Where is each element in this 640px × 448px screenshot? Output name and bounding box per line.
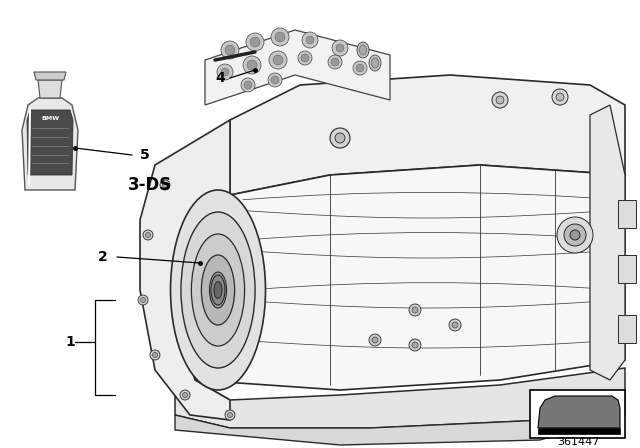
Ellipse shape (214, 281, 222, 298)
Bar (618, 255, 636, 283)
Polygon shape (27, 110, 73, 175)
Circle shape (225, 410, 235, 420)
Circle shape (335, 133, 345, 143)
Ellipse shape (209, 272, 227, 308)
Polygon shape (22, 98, 78, 190)
Text: 3-DS: 3-DS (128, 176, 172, 194)
Circle shape (241, 78, 255, 92)
Polygon shape (175, 368, 625, 428)
Circle shape (306, 36, 314, 44)
Circle shape (250, 37, 260, 47)
Circle shape (217, 64, 233, 80)
Circle shape (244, 81, 252, 89)
Circle shape (273, 55, 283, 65)
Text: 5: 5 (140, 148, 150, 162)
Circle shape (556, 93, 564, 101)
Circle shape (356, 64, 364, 72)
Ellipse shape (170, 190, 266, 390)
Circle shape (150, 350, 160, 360)
Text: 361447: 361447 (557, 437, 599, 447)
Circle shape (330, 128, 350, 148)
Ellipse shape (357, 42, 369, 58)
Circle shape (152, 353, 157, 358)
Circle shape (332, 40, 348, 56)
Ellipse shape (202, 255, 235, 325)
Circle shape (412, 307, 418, 313)
Polygon shape (140, 120, 230, 420)
Ellipse shape (181, 212, 255, 368)
Circle shape (409, 339, 421, 351)
Circle shape (182, 392, 188, 397)
Circle shape (268, 73, 282, 87)
Circle shape (336, 44, 344, 52)
Circle shape (145, 233, 150, 237)
Text: BMW: BMW (41, 116, 59, 121)
Bar (618, 315, 636, 343)
Circle shape (496, 96, 504, 104)
Circle shape (302, 32, 318, 48)
Circle shape (247, 60, 257, 70)
Circle shape (557, 217, 593, 253)
Polygon shape (34, 72, 66, 80)
Circle shape (163, 182, 168, 188)
Circle shape (275, 32, 285, 42)
Text: 2: 2 (98, 250, 108, 264)
Polygon shape (38, 80, 62, 98)
Polygon shape (538, 396, 620, 428)
Circle shape (160, 180, 170, 190)
Bar (618, 200, 636, 228)
Bar (530, 390, 625, 438)
Polygon shape (230, 75, 625, 195)
Circle shape (372, 337, 378, 343)
Circle shape (227, 413, 232, 418)
Ellipse shape (211, 275, 225, 305)
Ellipse shape (369, 55, 381, 71)
Circle shape (301, 54, 309, 62)
Circle shape (225, 45, 235, 55)
Ellipse shape (360, 45, 367, 55)
Circle shape (269, 51, 287, 69)
Circle shape (221, 41, 239, 59)
Ellipse shape (371, 58, 378, 68)
Circle shape (570, 230, 580, 240)
Circle shape (492, 92, 508, 108)
Text: 4: 4 (215, 71, 225, 85)
Circle shape (221, 68, 229, 76)
Ellipse shape (191, 234, 244, 346)
Circle shape (412, 342, 418, 348)
Circle shape (246, 33, 264, 51)
Circle shape (271, 76, 279, 84)
Circle shape (564, 224, 586, 246)
Circle shape (409, 304, 421, 316)
Circle shape (369, 334, 381, 346)
Text: 1: 1 (65, 335, 75, 349)
Circle shape (331, 58, 339, 66)
Polygon shape (175, 395, 625, 445)
Polygon shape (180, 165, 625, 390)
Circle shape (552, 89, 568, 105)
Circle shape (328, 55, 342, 69)
Bar (538, 428, 620, 434)
Circle shape (298, 51, 312, 65)
Circle shape (449, 319, 461, 331)
Circle shape (271, 28, 289, 46)
Circle shape (141, 297, 145, 302)
Polygon shape (205, 30, 390, 105)
Circle shape (353, 61, 367, 75)
Circle shape (138, 295, 148, 305)
Polygon shape (590, 105, 625, 380)
Circle shape (180, 390, 190, 400)
Circle shape (452, 322, 458, 328)
Circle shape (143, 230, 153, 240)
Circle shape (243, 56, 261, 74)
